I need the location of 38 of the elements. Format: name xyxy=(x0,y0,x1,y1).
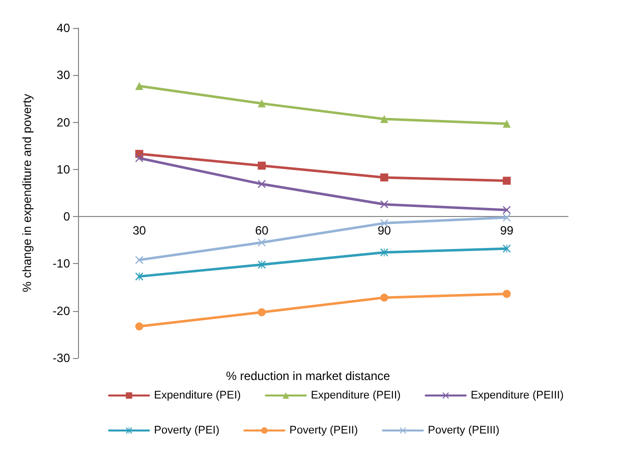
y-tick-label: -10 xyxy=(52,256,70,271)
point xyxy=(502,290,511,298)
legend-label: Expenditure (PEI) xyxy=(154,390,241,402)
x-tick-label: 60 xyxy=(255,224,269,238)
point xyxy=(258,308,266,316)
point xyxy=(135,82,144,90)
point xyxy=(258,238,266,246)
y-tick-label: 30 xyxy=(56,68,70,82)
y-tick-label: -20 xyxy=(52,304,70,318)
legend-label: Poverty (PEI) xyxy=(154,424,220,436)
legend-label: Expenditure (PEIII) xyxy=(470,390,564,402)
x-tick-label: 30 xyxy=(132,224,146,238)
point xyxy=(380,200,388,208)
y-tick-label: -30 xyxy=(52,351,70,365)
x-axis-title: % reduction in market distance xyxy=(226,369,390,383)
x-tick-label: 99 xyxy=(500,224,514,238)
legend-label: Poverty (PEII) xyxy=(289,424,358,436)
point xyxy=(502,176,511,185)
point xyxy=(135,154,144,162)
legend-label: Poverty (PEIII) xyxy=(428,424,500,436)
y-tick-label: 0 xyxy=(63,210,70,224)
legend-label: Expenditure (PEII) xyxy=(310,390,401,402)
point xyxy=(380,173,388,182)
point xyxy=(502,120,511,128)
point xyxy=(258,162,266,170)
point xyxy=(258,180,266,188)
point xyxy=(380,114,388,123)
x-tick-label: 90 xyxy=(378,224,392,238)
y-tick-label: 40 xyxy=(56,21,70,35)
point xyxy=(135,256,144,264)
point xyxy=(135,322,144,330)
y-tick-label: 20 xyxy=(56,115,70,130)
point xyxy=(380,294,388,302)
point xyxy=(502,206,511,214)
y-tick-label: 10 xyxy=(56,162,70,176)
y-axis-title: % change in expenditure and poverty xyxy=(20,94,34,292)
point xyxy=(258,99,266,108)
point xyxy=(502,214,511,222)
